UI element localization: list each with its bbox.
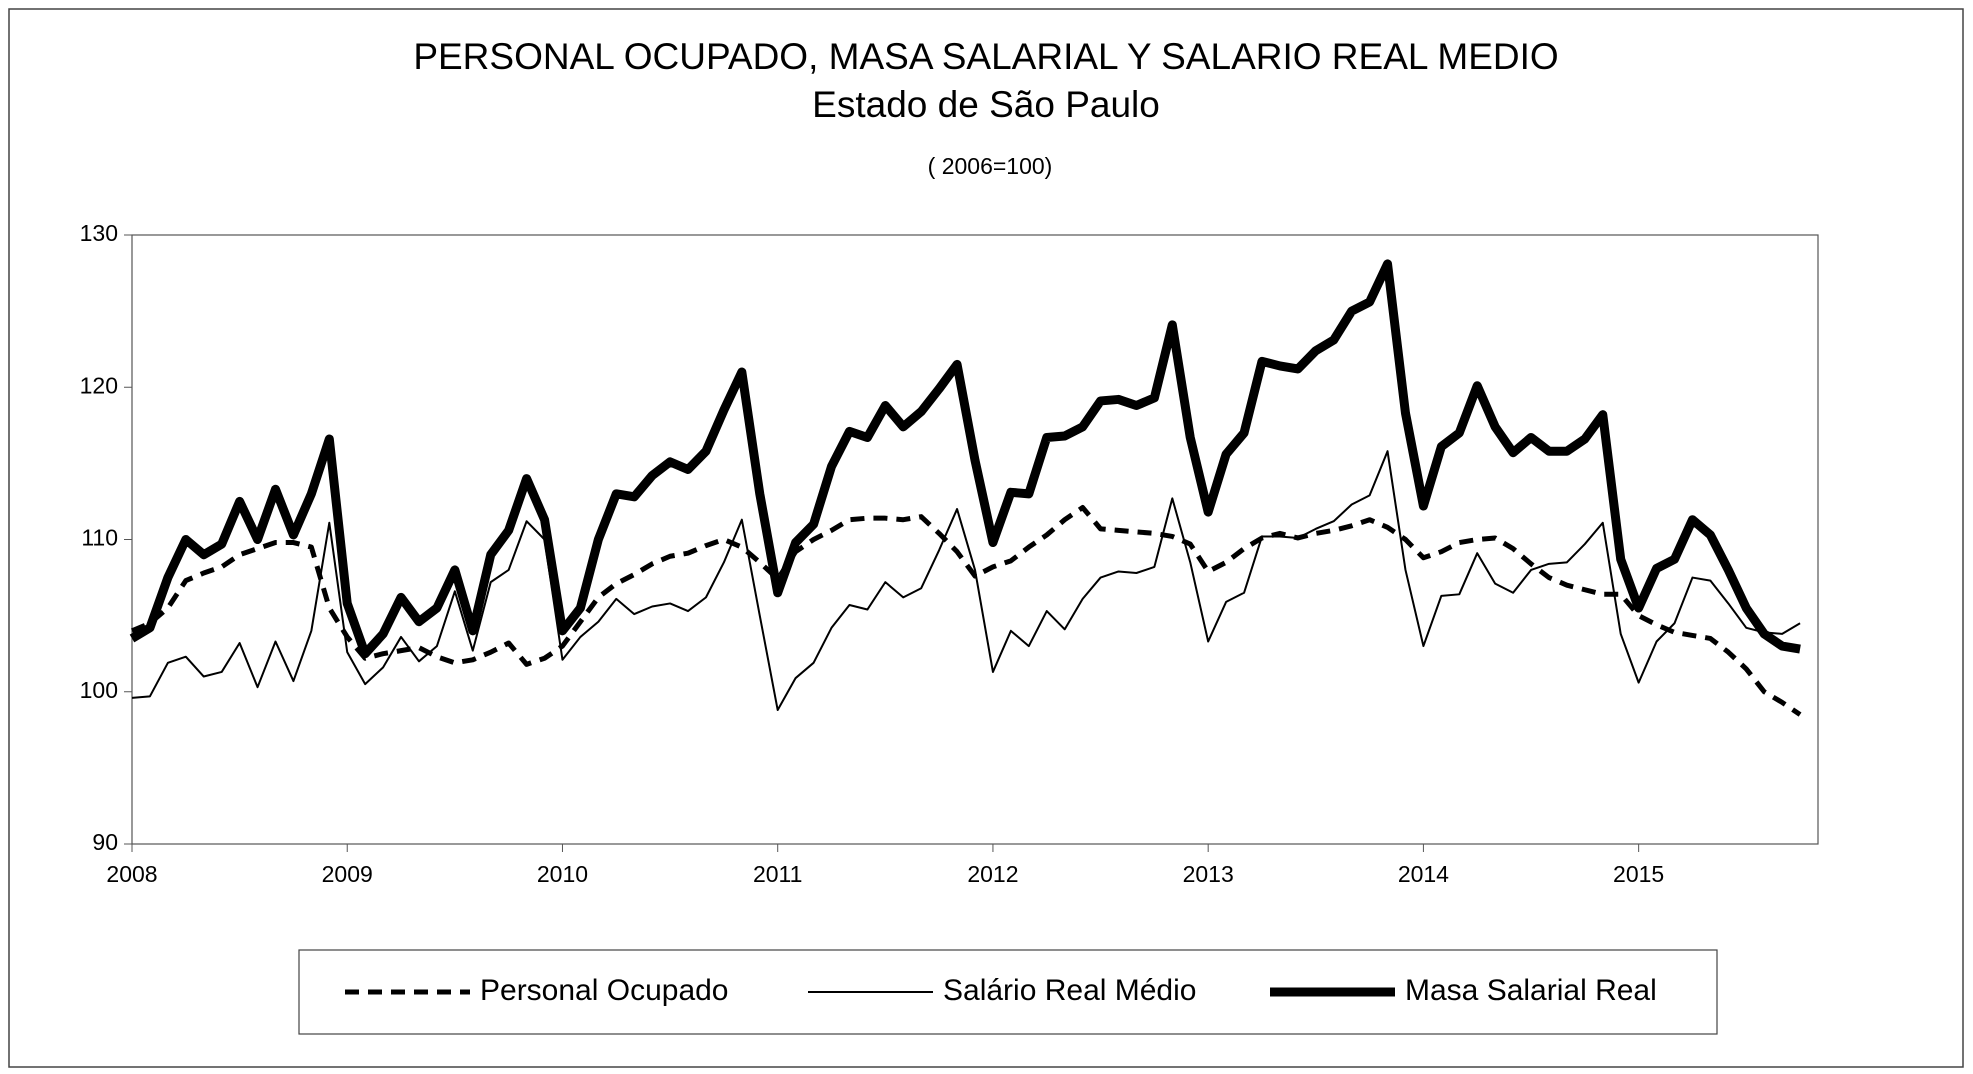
- x-tick-label: 2014: [1398, 861, 1449, 887]
- chart-title: PERSONAL OCUPADO, MASA SALARIAL Y SALARI…: [413, 36, 1558, 77]
- x-tick-label: 2012: [967, 861, 1018, 887]
- chart-border: [8, 8, 1964, 1068]
- legend-box: [298, 949, 1718, 1035]
- y-tick-label: 100: [80, 677, 118, 703]
- y-tick-label: 110: [81, 525, 118, 551]
- y-tick-label: 120: [80, 372, 118, 398]
- series-line: [129, 259, 1801, 659]
- chart-note: ( 2006=100): [928, 153, 1053, 179]
- y-tick-label: 90: [92, 829, 118, 855]
- legend-label: Personal Ocupado: [480, 974, 729, 1007]
- y-tick-label: 130: [80, 220, 118, 246]
- series-line: [131, 450, 1801, 712]
- x-tick-label: 2008: [106, 861, 157, 887]
- x-tick-label: 2013: [1183, 861, 1234, 887]
- x-tick-label: 2009: [322, 861, 373, 887]
- x-tick-label: 2010: [537, 861, 588, 887]
- legend-label: Salário Real Médio: [943, 974, 1196, 1007]
- x-tick-label: 2015: [1613, 861, 1664, 887]
- x-tick-label: 2011: [753, 861, 802, 887]
- chart-subtitle: Estado de São Paulo: [812, 84, 1160, 125]
- legend-label: Masa Salarial Real: [1405, 974, 1657, 1007]
